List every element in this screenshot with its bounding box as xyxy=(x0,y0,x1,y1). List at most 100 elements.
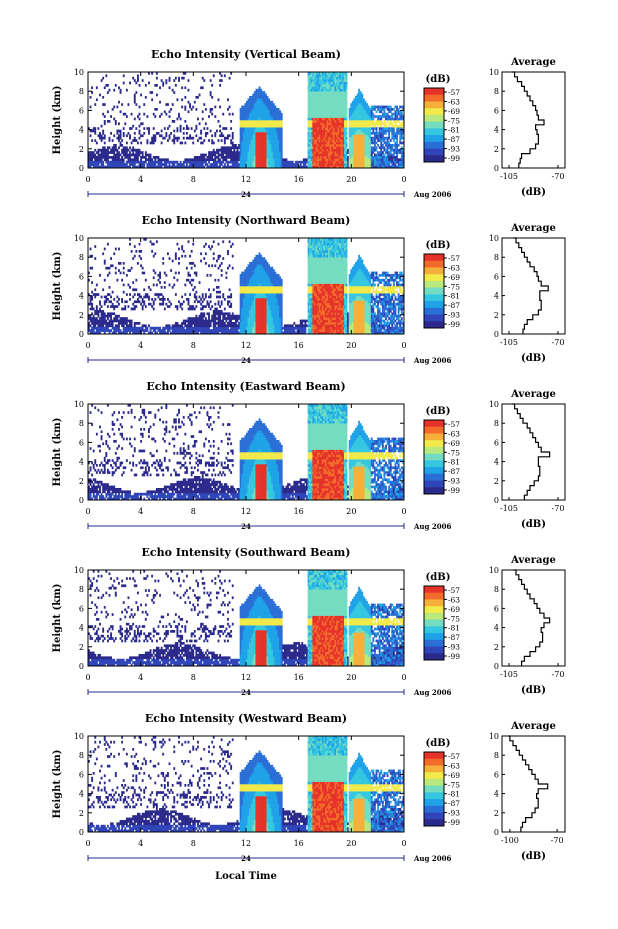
heatmap-cell xyxy=(396,115,398,118)
heatmap-cell xyxy=(172,103,174,106)
heatmap-cell xyxy=(173,134,175,137)
heatmap-cell xyxy=(208,245,210,248)
heatmap-cell xyxy=(195,298,197,301)
heatmap-cell xyxy=(398,144,400,147)
heatmap-cell xyxy=(97,315,99,318)
average-profile-line xyxy=(512,72,544,168)
colorbar-band xyxy=(424,128,444,132)
heatmap-cell xyxy=(210,322,212,325)
colorbar-tick-label: -99 xyxy=(448,154,460,163)
heatmap-cell xyxy=(178,137,180,140)
heatmap-cell xyxy=(219,255,221,258)
heatmap-cell xyxy=(104,248,106,251)
heatmap-cell xyxy=(128,103,130,106)
heatmap-cell xyxy=(129,269,131,272)
heatmap-cell xyxy=(104,137,106,140)
heatmap-cell xyxy=(112,139,114,142)
heatmap-cell xyxy=(176,305,178,308)
heatmap-cell xyxy=(172,89,174,92)
heatmap-cell xyxy=(132,77,134,80)
heatmap-cell xyxy=(169,79,171,82)
heatmap-cell xyxy=(143,113,145,116)
colorbar-band xyxy=(424,91,444,95)
heatmap-cell xyxy=(188,110,190,113)
heatmap-cell xyxy=(153,113,155,116)
heatmap-cell xyxy=(360,91,362,94)
heatmap-cell xyxy=(211,134,213,137)
heatmap-cell xyxy=(145,156,147,159)
heatmap-cell xyxy=(118,327,120,330)
heatmap-cell xyxy=(281,120,283,123)
heatmap-cell xyxy=(97,293,99,296)
x-tick-label: 0 xyxy=(401,175,406,184)
heatmap-cell xyxy=(211,264,213,267)
heatmap-cell xyxy=(300,163,302,166)
heatmap-cell xyxy=(139,132,141,135)
heatmap-cell xyxy=(93,329,95,332)
heatmap-cell xyxy=(205,122,207,125)
heatmap-cell xyxy=(113,118,115,121)
heatmap-cell xyxy=(218,257,220,260)
heatmap-cell xyxy=(140,94,142,97)
panel-title: Echo Intensity (Northward Beam) xyxy=(142,214,351,227)
heatmap-cell xyxy=(132,146,134,149)
heatmap-cell xyxy=(164,110,166,113)
heatmap-cell xyxy=(188,279,190,282)
heatmap-cell xyxy=(173,91,175,94)
heatmap-cell xyxy=(170,303,172,306)
colorbar-tick-label: -57 xyxy=(448,88,460,97)
heatmap-cell xyxy=(374,139,376,142)
heatmap-cell xyxy=(232,142,234,145)
heatmap-cell xyxy=(184,293,186,296)
heatmap-cell xyxy=(91,303,93,306)
heatmap-cell xyxy=(232,134,234,137)
heatmap-cell xyxy=(210,293,212,296)
heatmap-cell xyxy=(387,149,389,152)
heatmap-cell xyxy=(214,106,216,109)
heatmap-cell xyxy=(214,115,216,118)
heatmap-cell xyxy=(200,298,202,301)
heatmap-cell xyxy=(183,127,185,130)
heatmap-cell xyxy=(195,274,197,277)
heatmap-cell xyxy=(94,288,96,291)
heatmap-cell xyxy=(393,127,395,130)
heatmap-cell xyxy=(401,134,403,137)
heatmap-cell xyxy=(281,122,283,125)
heatmap-cell xyxy=(181,296,183,299)
heatmap-cell xyxy=(213,240,215,243)
heatmap-cell xyxy=(184,120,186,123)
heatmap-cell xyxy=(210,248,212,251)
heatmap-cell xyxy=(176,279,178,282)
heatmap-cell xyxy=(142,267,144,270)
avg-y-tick-label: 4 xyxy=(494,126,499,135)
heatmap-cell xyxy=(377,144,379,147)
heatmap-cell xyxy=(137,79,139,82)
heatmap-cell xyxy=(346,142,348,145)
heatmap-cell xyxy=(142,308,144,311)
heatmap-cell xyxy=(165,132,167,135)
colorbar-band xyxy=(424,98,444,102)
heatmap-cell xyxy=(121,144,123,147)
heatmap-cell xyxy=(115,144,117,147)
heatmap-cell xyxy=(153,243,155,246)
heatmap-cell xyxy=(207,163,209,166)
heatmap-cell xyxy=(221,274,223,277)
heatmap-cell xyxy=(229,106,231,109)
heatmap-cell xyxy=(159,86,161,89)
heatmap-cell xyxy=(208,315,210,318)
heatmap-cell xyxy=(376,130,378,133)
heatmap-cell xyxy=(135,91,137,94)
heatmap-cell xyxy=(205,296,207,299)
heatmap-cell xyxy=(112,324,114,327)
heatmap-cell xyxy=(102,77,104,80)
panel-title: Echo Intensity (Vertical Beam) xyxy=(151,48,341,61)
heatmap-cell xyxy=(153,127,155,130)
heatmap-cell xyxy=(165,134,167,137)
heatmap-cell xyxy=(104,317,106,320)
heatmap-cell xyxy=(178,257,180,260)
heatmap-cell xyxy=(222,320,224,323)
heatmap-cell xyxy=(391,146,393,149)
heatmap-cell xyxy=(121,300,123,303)
heatmap-cell xyxy=(358,89,360,92)
heatmap-cell xyxy=(219,317,221,320)
